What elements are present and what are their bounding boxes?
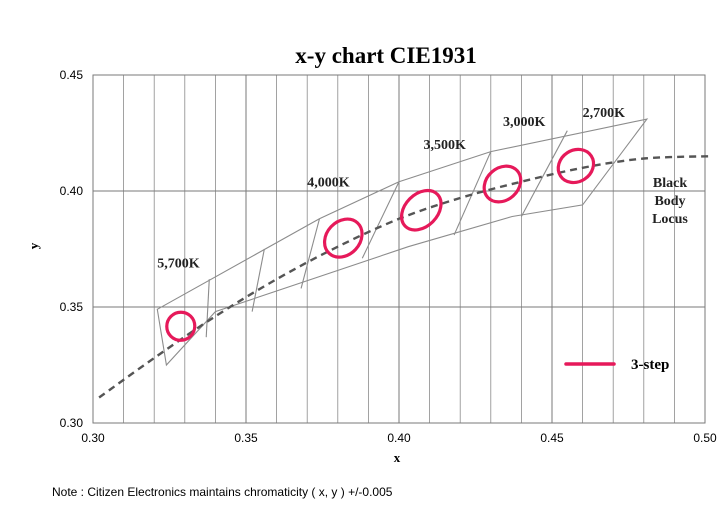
cct-label: 5,700K	[157, 257, 200, 272]
y-tick-label: 0.45	[60, 68, 84, 82]
x-tick-label: 0.45	[540, 431, 564, 445]
macadam-ellipse	[482, 164, 523, 204]
x-tick-label: 0.35	[234, 431, 258, 445]
bin-divider	[520, 130, 568, 217]
grid	[92, 74, 706, 424]
black-body-locus	[98, 155, 712, 399]
macadam-ellipse	[399, 188, 443, 232]
macadam-ellipses	[165, 147, 596, 342]
y-tick-label: 0.30	[60, 416, 84, 430]
macadam-ellipse	[556, 147, 596, 185]
locus-label-line: Black	[653, 176, 687, 191]
y-tick-label: 0.40	[60, 184, 84, 198]
x-tick-label: 0.40	[387, 431, 411, 445]
bin-outline	[156, 118, 649, 367]
y-tick-label: 0.35	[60, 300, 84, 314]
chart-title: x-y chart CIE1931	[295, 43, 476, 68]
legend: 3-step	[564, 357, 669, 373]
cct-labels: Black Body Locus 5,700K 4,000K 3,500K 3,000K 2,…	[157, 106, 688, 272]
y-axis-label: y	[26, 242, 41, 249]
tick-labels: 0.30 0.35 0.40 0.45 0.50 0.30 0.35 0.40 0.45	[60, 68, 717, 445]
bin-divider	[205, 279, 210, 338]
cct-label: 4,000K	[307, 175, 350, 190]
cct-label: 2,700K	[583, 106, 626, 121]
x-tick-label: 0.30	[81, 431, 105, 445]
x-tick-label: 0.50	[693, 431, 717, 445]
plot-frame	[92, 74, 706, 424]
locus-label-line: Locus	[652, 212, 688, 227]
locus-label-line: Body	[654, 194, 685, 209]
macadam-ellipse	[165, 310, 197, 342]
bin-divider	[251, 248, 265, 312]
bin-divider	[361, 181, 400, 259]
cct-label: 3,000K	[503, 115, 546, 130]
x-axis-label: x	[394, 450, 401, 465]
legend-label: 3-step	[631, 357, 669, 373]
cct-label: 3,500K	[423, 138, 466, 153]
bin-divider	[453, 151, 492, 236]
bin-divider	[300, 218, 320, 289]
macadam-ellipse	[322, 217, 364, 259]
binning-regions	[156, 118, 649, 367]
footnote: Note : Citizen Electronics maintains chr…	[52, 485, 393, 499]
black-body-locus-curve	[98, 155, 712, 399]
